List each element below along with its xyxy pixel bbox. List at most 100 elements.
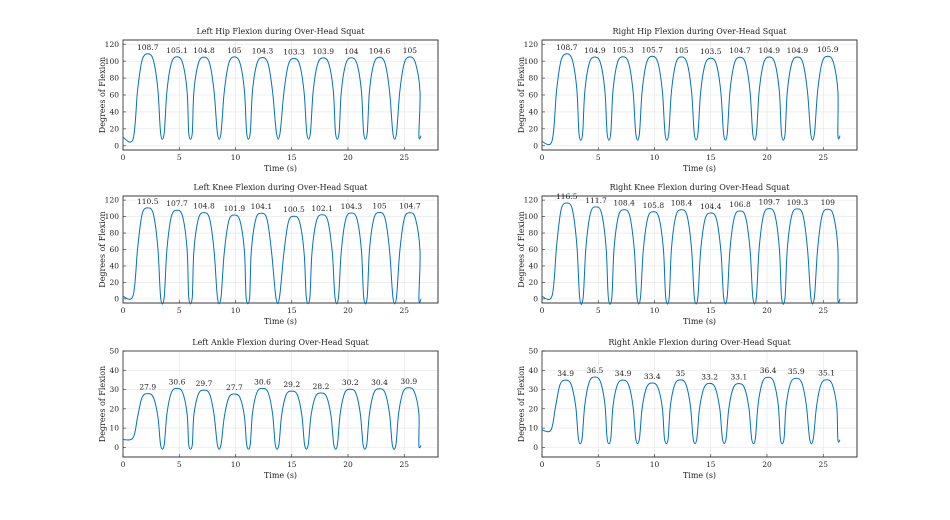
x-tick-label: 10 — [231, 460, 241, 469]
chart-title: Left Ankle Flexion during Over-Head Squa… — [192, 338, 369, 347]
y-tick-label: 100 — [105, 57, 120, 66]
peak-label: 107.7 — [166, 199, 188, 208]
x-tick-label: 5 — [177, 460, 182, 469]
peak-label: 29.2 — [283, 380, 300, 389]
peak-label: 104.7 — [399, 202, 421, 211]
x-tick-label: 25 — [818, 306, 828, 315]
x-tick-label: 25 — [818, 460, 828, 469]
x-tick-label: 0 — [540, 153, 545, 162]
chart-title: Right Knee Flexion during Over-Head Squa… — [610, 183, 791, 192]
series-line — [541, 202, 841, 305]
peak-label: 27.7 — [226, 383, 243, 392]
x-tick-label: 25 — [399, 306, 409, 315]
x-tick-label: 20 — [343, 460, 353, 469]
peak-label: 104.9 — [584, 46, 606, 55]
y-tick-label: 40 — [109, 108, 119, 117]
peak-label: 104.8 — [193, 202, 215, 211]
chart-panel-3: 0 5 10 15 20 25 0 20 40 60 80 100 120 Left Knee Flexi… — [98, 183, 439, 326]
peak-label: 33.1 — [731, 373, 748, 382]
peak-label: 101.9 — [224, 204, 246, 213]
peak-label: 33.2 — [701, 372, 718, 381]
peak-label: 105 — [403, 46, 418, 55]
y-tick-label: 50 — [109, 347, 119, 356]
x-axis-label: Time (s) — [683, 317, 716, 326]
peak-label: 104.3 — [252, 47, 274, 56]
x-tick-label: 15 — [706, 460, 716, 469]
y-tick-label: 10 — [528, 424, 538, 433]
y-tick-label: 0 — [114, 443, 119, 452]
series-line — [122, 53, 422, 143]
x-tick-label: 25 — [399, 460, 409, 469]
y-tick-label: 20 — [528, 404, 538, 413]
y-tick-label: 100 — [105, 212, 120, 221]
x-tick-label: 0 — [121, 460, 126, 469]
y-tick-label: 30 — [109, 385, 119, 394]
plot-area — [122, 350, 439, 458]
y-tick-label: 100 — [524, 212, 539, 221]
y-axis-label: Degrees of Flexion — [517, 57, 526, 133]
x-tick-label: 0 — [540, 460, 545, 469]
y-tick-label: 60 — [528, 91, 538, 100]
x-tick-label: 5 — [177, 306, 182, 315]
x-tick-label: 10 — [231, 306, 241, 315]
peak-label: 105.7 — [642, 45, 664, 54]
x-tick-label: 5 — [596, 460, 601, 469]
peak-label: 100.5 — [283, 205, 305, 214]
y-axis-label: Degrees of Flexion — [517, 366, 526, 442]
peak-label: 103.5 — [700, 47, 722, 56]
chart-panel-6: 0 5 10 15 20 25 0 10 20 30 40 50 Right Ankle Flexion… — [517, 338, 858, 480]
y-tick-label: 40 — [528, 262, 538, 271]
peak-label: 102.1 — [311, 204, 332, 213]
y-tick-label: 40 — [109, 262, 119, 271]
y-tick-label: 0 — [114, 294, 119, 303]
peak-label: 109.3 — [787, 198, 809, 207]
x-axis-label: Time (s) — [264, 317, 297, 326]
y-tick-label: 20 — [109, 278, 119, 287]
y-tick-label: 100 — [524, 57, 539, 66]
x-tick-label: 0 — [540, 306, 545, 315]
x-tick-label: 20 — [762, 306, 772, 315]
peak-label: 27.9 — [139, 383, 156, 392]
axes-box — [122, 350, 439, 458]
y-tick-label: 40 — [109, 366, 119, 375]
y-axis-label: Degrees of Flexion — [98, 211, 107, 287]
y-tick-label: 0 — [533, 443, 538, 452]
peak-label: 104.3 — [341, 202, 363, 211]
peak-label: 104.4 — [700, 202, 722, 211]
y-tick-label: 20 — [109, 124, 119, 133]
peak-label: 104.9 — [787, 46, 809, 55]
x-tick-label: 10 — [650, 306, 660, 315]
peak-label: 103.9 — [313, 47, 335, 56]
peak-label: 30.9 — [400, 377, 417, 386]
x-tick-label: 20 — [343, 306, 353, 315]
y-tick-label: 10 — [109, 424, 119, 433]
peak-label: 116.5 — [556, 192, 578, 201]
peak-label: 34.9 — [615, 369, 632, 378]
x-tick-label: 25 — [399, 153, 409, 162]
y-tick-label: 120 — [105, 196, 120, 205]
peak-label: 104 — [344, 47, 359, 56]
x-tick-label: 25 — [818, 153, 828, 162]
x-tick-label: 10 — [231, 153, 241, 162]
y-tick-label: 0 — [533, 141, 538, 150]
axes-box — [541, 350, 858, 458]
peak-label: 105.9 — [817, 45, 839, 54]
peak-label: 110.5 — [137, 197, 159, 206]
peak-label: 104.8 — [193, 46, 215, 55]
y-axis-label: Degrees of Flexion — [98, 57, 107, 133]
y-tick-label: 120 — [524, 196, 539, 205]
chart-title: Right Hip Flexion during Over-Head Squat — [613, 27, 788, 36]
y-tick-label: 80 — [528, 229, 538, 238]
peak-label: 105.8 — [643, 201, 665, 210]
peak-label: 111.7 — [585, 196, 607, 205]
y-tick-label: 20 — [528, 124, 538, 133]
series-line — [122, 207, 422, 305]
x-axis-label: Time (s) — [264, 164, 297, 173]
peak-label: 108.4 — [671, 199, 693, 208]
series-line — [541, 376, 841, 445]
chart-panel-4: 0 5 10 15 20 25 0 20 40 60 80 100 120 Right Knee Flex… — [517, 183, 858, 326]
x-tick-label: 20 — [343, 153, 353, 162]
peak-label: 109 — [821, 198, 836, 207]
y-tick-label: 80 — [109, 74, 119, 83]
